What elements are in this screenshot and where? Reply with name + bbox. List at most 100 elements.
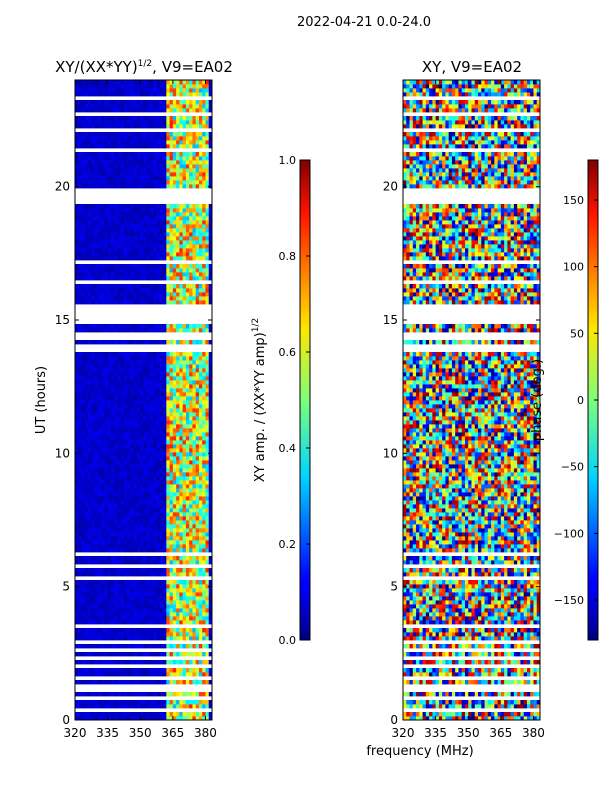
heatmap-cell	[143, 244, 148, 249]
heatmap-cell	[75, 592, 79, 597]
heatmap-cell	[91, 504, 95, 509]
heatmap-cell	[150, 368, 154, 373]
heatmap-cell	[150, 160, 154, 165]
heatmap-cell	[88, 328, 92, 333]
heatmap-cell	[143, 176, 148, 181]
heatmap-cell	[123, 160, 128, 165]
heatmap-cell	[169, 556, 174, 561]
heatmap-cell	[104, 608, 109, 613]
heatmap-cell	[163, 616, 167, 621]
heatmap-cell	[78, 612, 82, 617]
heatmap-cell	[75, 424, 79, 429]
heatmap-cell	[91, 292, 95, 297]
heatmap-cell	[169, 400, 174, 405]
heatmap-cell	[127, 420, 131, 425]
heatmap-cell	[88, 132, 92, 137]
heatmap-cell	[159, 144, 164, 149]
heatmap-cell	[143, 636, 148, 641]
heatmap-cell	[91, 464, 95, 469]
heatmap-cell	[133, 500, 138, 505]
heatmap-cell	[153, 272, 157, 277]
heatmap-cell	[156, 532, 161, 537]
heatmap-cell	[101, 388, 105, 393]
heatmap-cell	[133, 504, 138, 509]
heatmap-cell	[88, 568, 92, 573]
heatmap-cell	[198, 588, 203, 593]
heatmap-cell	[101, 216, 105, 221]
heatmap-cell	[107, 496, 112, 501]
heatmap-cell	[107, 184, 112, 189]
heatmap-cell	[146, 144, 151, 149]
heatmap-cell	[208, 296, 213, 301]
heatmap-cell	[110, 232, 115, 237]
heatmap-cell	[163, 672, 167, 677]
heatmap-cell	[150, 240, 154, 245]
heatmap-cell	[202, 452, 206, 457]
heatmap-cell	[192, 500, 197, 505]
heatmap-cell	[159, 500, 164, 505]
heatmap-cell	[81, 236, 86, 241]
heatmap-cell	[97, 504, 102, 509]
heatmap-cell	[140, 144, 144, 149]
heatmap-cell	[140, 252, 144, 257]
heatmap-cell	[101, 596, 105, 601]
heatmap-cell	[153, 296, 157, 301]
heatmap-cell	[179, 356, 184, 361]
heatmap-cell	[91, 472, 95, 477]
heatmap-cell	[110, 584, 115, 589]
heatmap-cell	[150, 580, 154, 585]
heatmap-cell	[156, 716, 161, 721]
heatmap-cell	[84, 660, 89, 665]
heatmap-cell	[133, 212, 138, 217]
heatmap-cell	[120, 616, 125, 621]
heatmap-cell	[169, 360, 174, 365]
heatmap-cell	[156, 604, 161, 609]
heatmap-cell	[78, 488, 82, 493]
heatmap-cell	[78, 712, 82, 717]
heatmap-cell	[114, 232, 118, 237]
heatmap-cell	[159, 288, 164, 293]
heatmap-cell	[143, 672, 148, 677]
heatmap-cell	[140, 136, 144, 141]
heatmap-cell	[153, 368, 157, 373]
heatmap-cell	[198, 600, 203, 605]
heatmap-cell	[104, 452, 109, 457]
heatmap-cell	[81, 228, 86, 233]
heatmap-cell	[127, 232, 131, 237]
heatmap-cell	[127, 268, 131, 273]
heatmap-cell	[117, 136, 122, 141]
heatmap-cell	[94, 484, 99, 489]
heatmap-cell	[120, 468, 125, 473]
heatmap-cell	[130, 516, 135, 521]
heatmap-cell	[140, 492, 144, 497]
heatmap-cell	[153, 172, 157, 177]
heatmap-cell	[127, 700, 131, 705]
heatmap-cell	[140, 400, 144, 405]
heatmap-cell	[172, 480, 177, 485]
heatmap-cell	[163, 292, 167, 297]
heatmap-cell	[84, 392, 89, 397]
heatmap-cell	[159, 160, 164, 165]
heatmap-cell	[101, 180, 105, 185]
heatmap-cell	[202, 376, 206, 381]
heatmap-cell	[88, 224, 92, 229]
heatmap-cell	[117, 536, 122, 541]
heatmap-cell	[78, 556, 82, 561]
heatmap-cell	[94, 456, 99, 461]
heatmap-cell	[159, 396, 164, 401]
heatmap-cell	[107, 488, 112, 493]
heatmap-cell	[182, 364, 187, 369]
heatmap-cell	[136, 220, 141, 225]
heatmap-cell	[195, 452, 200, 457]
heatmap-cell	[84, 224, 89, 229]
heatmap-cell	[84, 236, 89, 241]
heatmap-cell	[75, 496, 79, 501]
heatmap-cell	[176, 532, 180, 537]
heatmap-cell	[140, 604, 144, 609]
heatmap-cell	[156, 428, 161, 433]
heatmap-cell	[172, 256, 177, 261]
heatmap-cell	[107, 164, 112, 169]
heatmap-cell	[120, 364, 125, 369]
heatmap-cell	[120, 464, 125, 469]
heatmap-cell	[182, 512, 187, 517]
